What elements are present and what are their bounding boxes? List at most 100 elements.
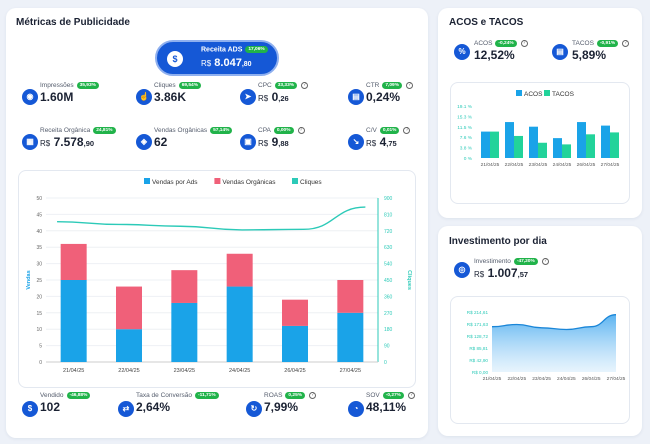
bar-acos[interactable] bbox=[601, 125, 610, 158]
y-tick-label: R$ 128,72 bbox=[467, 334, 489, 339]
bar-acos[interactable] bbox=[553, 138, 562, 158]
metric-badge: 0,01% bbox=[379, 127, 400, 134]
bar-vendas-organicas[interactable] bbox=[337, 280, 364, 313]
metric-badge: 24,81% bbox=[93, 127, 116, 134]
bar-tacos[interactable] bbox=[562, 144, 571, 158]
x-tick-label: 23/04/25 bbox=[174, 368, 195, 374]
acos-help-icon[interactable]: ? bbox=[520, 40, 528, 47]
bottom-metric-label: Vendido bbox=[40, 392, 64, 400]
receita-ads-int: 8.047 bbox=[214, 57, 242, 69]
main-chart: Vendas por Ads Vendas Orgânicas Cliques 0 5 1… bbox=[26, 178, 412, 374]
y2-tick-label: 540 bbox=[384, 262, 393, 268]
bar-tacos[interactable] bbox=[538, 142, 547, 158]
y-tick-label: 30 bbox=[36, 262, 42, 268]
x-tick-label: 24/04/25 bbox=[557, 376, 576, 382]
x-tick-label: 27/04/25 bbox=[340, 368, 361, 374]
investimento-currency: R$ bbox=[474, 270, 485, 280]
help-icon[interactable]: ? bbox=[405, 82, 413, 89]
bar-vendas-organicas[interactable] bbox=[60, 243, 87, 280]
bar-acos[interactable] bbox=[481, 131, 490, 158]
tacos-icon: ▤ bbox=[552, 44, 568, 60]
bar-vendas-ads[interactable] bbox=[171, 302, 198, 362]
bar-vendas-ads[interactable] bbox=[337, 312, 364, 362]
help-icon[interactable]: ? bbox=[407, 392, 415, 399]
bottom-metric-value: 102 bbox=[40, 400, 61, 415]
y2-tick-label: 180 bbox=[384, 327, 393, 333]
dollar-hand-icon: $ bbox=[167, 51, 183, 67]
y-tick-label: R$ 171,63 bbox=[467, 322, 489, 327]
x-tick-label: 22/04/25 bbox=[505, 162, 524, 168]
metric-value: R$ 0,26 bbox=[258, 90, 308, 104]
y2-tick-label: 900 bbox=[384, 196, 393, 202]
metric-badge: 57,14% bbox=[210, 127, 233, 134]
receita-ads-pill[interactable]: $ Receita ADS 17,06% R$ 8.047,80 bbox=[155, 40, 279, 76]
metric-value: R$ 7.578,90 bbox=[40, 135, 116, 149]
receipt-icon: ▦ bbox=[22, 134, 38, 150]
y-tick-label: 25 bbox=[36, 278, 42, 284]
y-tick-label: 20 bbox=[36, 294, 42, 300]
share-icon: ◔ bbox=[348, 401, 364, 417]
receita-ads-label: Receita ADS bbox=[201, 46, 243, 54]
metric-cliques: Cliques 69,54% 3.86K bbox=[154, 82, 201, 104]
metric-cpa: CPA 0,00%? R$ 9,88 bbox=[258, 127, 305, 149]
y-tick-label: R$ 42,90 bbox=[469, 358, 488, 363]
legend-swatch-tacos bbox=[544, 90, 550, 96]
metric-vendas_organicas: Vendas Orgânicas 57,14% 62 bbox=[154, 127, 233, 149]
metric-label: Impressões bbox=[40, 82, 74, 90]
x-tick-label: 27/04/25 bbox=[607, 376, 626, 382]
bar-vendas-ads[interactable] bbox=[282, 325, 308, 362]
bar-vendas-organicas[interactable] bbox=[171, 270, 198, 303]
bar-vendas-ads[interactable] bbox=[226, 286, 253, 362]
bar-vendas-organicas[interactable] bbox=[226, 253, 253, 287]
tacos-help-icon[interactable]: ? bbox=[622, 40, 630, 47]
bar-vendas-ads[interactable] bbox=[60, 280, 87, 362]
metrics-card-title: Métricas de Publicidade bbox=[16, 17, 130, 28]
bar-vendas-organicas[interactable] bbox=[282, 299, 308, 326]
acos-chart: ACOS TACOS 0 % 3.8 % 7.6 % 11.5 % 15.3 % 19.1 %… bbox=[457, 90, 620, 168]
eye-icon: ◉ bbox=[22, 89, 38, 105]
legend-label: Cliques bbox=[300, 179, 322, 186]
metric-badge: 69,54% bbox=[178, 82, 201, 89]
bar-acos[interactable] bbox=[529, 126, 538, 158]
y2-axis-label: Cliques bbox=[406, 270, 412, 290]
y2-tick-label: 90 bbox=[384, 344, 390, 350]
y-tick-label: 3.8 % bbox=[460, 146, 473, 152]
metric-value: 62 bbox=[154, 135, 232, 149]
bottom-metric-roas: ROAS 0,25%? 7,99% bbox=[264, 392, 317, 415]
bottom-metric-badge: -11,71% bbox=[195, 392, 219, 399]
help-icon[interactable]: ? bbox=[403, 127, 411, 134]
bar-vendas-organicas[interactable] bbox=[116, 286, 142, 330]
area-investimento[interactable] bbox=[492, 314, 616, 372]
help-icon[interactable]: ? bbox=[301, 82, 309, 89]
bottom-metric-value: 7,99% bbox=[264, 400, 299, 415]
metric-currency: R$ bbox=[40, 139, 51, 149]
investimento-dec: ,57 bbox=[517, 270, 529, 280]
metric-dec: ,88 bbox=[278, 139, 289, 149]
bar-tacos[interactable] bbox=[586, 134, 595, 158]
y-tick-label: 19.1 % bbox=[457, 104, 473, 110]
metric-currency: R$ bbox=[258, 139, 269, 149]
bar-acos[interactable] bbox=[505, 122, 514, 158]
tacos-badge: -0,91% bbox=[596, 40, 619, 47]
bar-acos[interactable] bbox=[577, 122, 586, 158]
metric-cpc: CPC 33,33%? R$ 0,26 bbox=[258, 82, 309, 104]
bar-tacos[interactable] bbox=[610, 132, 619, 158]
y-tick-label: 7.6 % bbox=[460, 135, 473, 141]
bar-vendas-ads[interactable] bbox=[116, 329, 142, 362]
help-icon[interactable]: ? bbox=[297, 127, 305, 134]
metric-badge: 7,09% bbox=[382, 82, 402, 89]
help-icon[interactable]: ? bbox=[309, 392, 317, 399]
acos-value: 12,52% bbox=[474, 48, 515, 63]
acos-card-title: ACOS e TACOS bbox=[449, 17, 524, 28]
x-tick-label: 23/04/25 bbox=[529, 162, 548, 168]
metric-dec: ,26 bbox=[278, 94, 289, 104]
bar-tacos[interactable] bbox=[514, 135, 523, 158]
bar-tacos[interactable] bbox=[490, 131, 499, 158]
metric-int: 62 bbox=[154, 135, 168, 150]
line-cliques[interactable] bbox=[57, 206, 366, 231]
x-tick-label: 22/04/25 bbox=[118, 368, 139, 374]
x-tick-label: 27/04/25 bbox=[601, 162, 620, 168]
investimento-help-icon[interactable]: ? bbox=[541, 258, 549, 265]
legend-swatch bbox=[214, 178, 221, 184]
y2-tick-label: 270 bbox=[384, 311, 393, 317]
